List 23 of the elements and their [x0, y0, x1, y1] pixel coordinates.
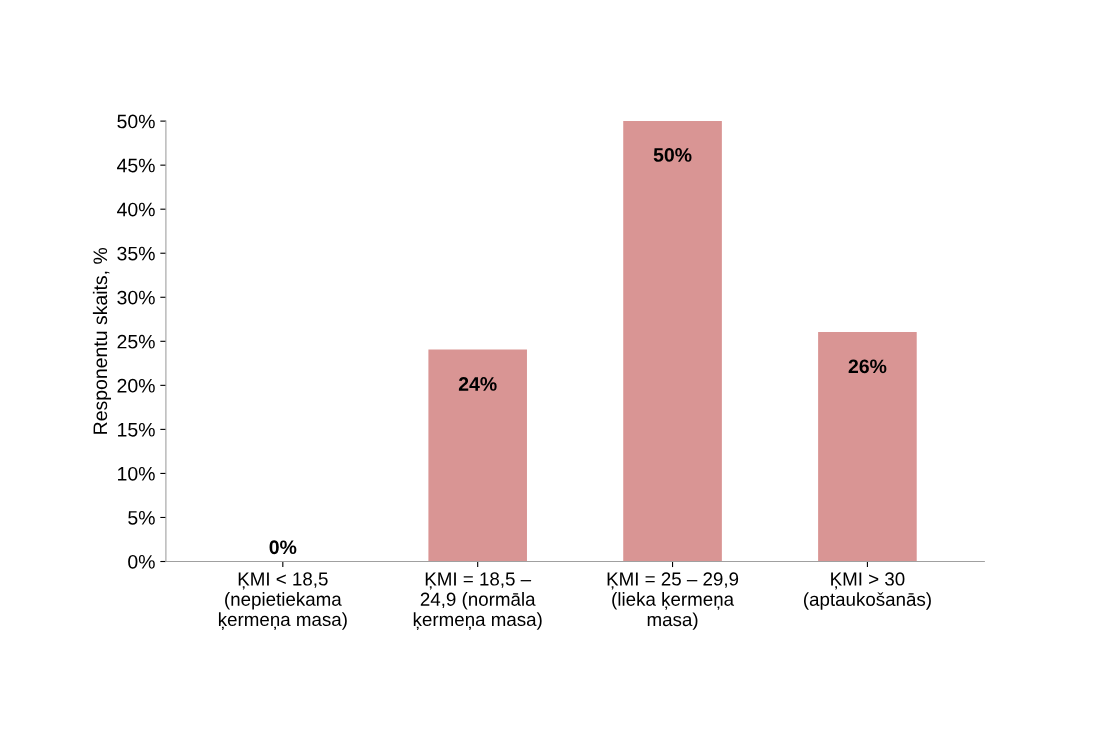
y-tick-label: 0%: [128, 554, 155, 569]
x-tick-label: ĶMI = 18,5 – 24,9 (normāla ķermeņa masa): [413, 572, 542, 630]
y-tick-label: 5%: [128, 511, 155, 525]
y-axis-title: Responentu skaits, %: [92, 247, 112, 434]
bar: [428, 349, 527, 562]
y-tick-label: 10%: [118, 466, 155, 481]
y-tick-label: 50%: [117, 114, 155, 129]
x-tick-label: ĶMI < 18,5 (nepietiekama ķermeņa masa): [218, 572, 347, 630]
data-label: 50%: [653, 148, 692, 162]
y-tick-label: 30%: [117, 290, 155, 305]
y-tick-label: 25%: [117, 334, 155, 349]
data-label: 0%: [269, 540, 297, 555]
y-tick-label: 35%: [117, 246, 155, 261]
data-label: 26%: [848, 359, 887, 374]
y-tick-label: 20%: [117, 378, 155, 393]
data-label: 24%: [458, 377, 497, 391]
bar: [623, 121, 722, 562]
x-tick-label: ĶMI = 25 – 29,9 (lieka ķermeņa masa): [607, 572, 739, 630]
x-tick-label: ĶMI > 30 (aptaukošanās): [803, 572, 931, 610]
y-tick-label: 40%: [117, 202, 155, 217]
y-tick-label: 15%: [118, 422, 155, 437]
y-tick-label: 45%: [117, 158, 155, 173]
bar: [818, 331, 917, 562]
